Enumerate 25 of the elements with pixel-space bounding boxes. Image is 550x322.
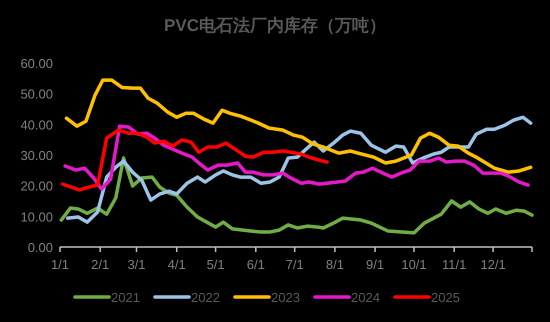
legend-label: 2023 (271, 290, 300, 305)
x-tick-label: 4/1 (168, 257, 186, 272)
x-tick-label: 11/1 (442, 257, 466, 272)
legend-label: 2025 (431, 290, 460, 305)
x-tick-label: 5/1 (206, 257, 225, 272)
legend-label: 2024 (351, 290, 380, 305)
y-tick-label: 40.00 (20, 117, 53, 132)
x-tick-label: 7/1 (286, 257, 304, 272)
x-tick-label: 1/1 (50, 257, 70, 272)
x-tick-label: 12/1 (480, 257, 506, 272)
x-tick-label: 10/1 (401, 257, 427, 272)
x-tick-label: 9/1 (366, 257, 384, 272)
y-tick-label: 10.00 (20, 209, 53, 224)
y-tick-label: 60.00 (20, 56, 53, 71)
y-tick-label: 50.00 (20, 86, 53, 102)
legend-label: 2022 (191, 290, 220, 305)
x-tick-label: 2/1 (91, 257, 110, 272)
y-tick-label: 0.00 (28, 240, 53, 255)
chart-title: PVC电石法厂内库存（万吨） (164, 16, 386, 35)
legend-label: 2021 (111, 290, 140, 305)
x-tick-label: 3/1 (127, 257, 146, 272)
x-tick-label: 6/1 (246, 257, 265, 272)
y-tick-label: 20.00 (20, 178, 53, 194)
x-tick-label: 8/1 (326, 257, 344, 272)
y-tick-label: 30.00 (20, 148, 53, 163)
